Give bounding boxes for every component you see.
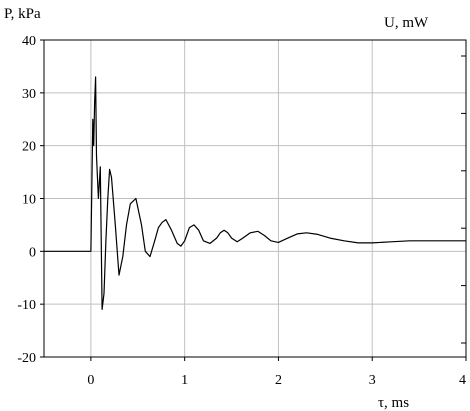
x-tick-label: 3 <box>369 373 376 388</box>
x-tick-label: 4 <box>459 373 466 388</box>
y-axis-label-right: U, mW <box>384 15 429 31</box>
y-tick-label: 20 <box>22 140 36 155</box>
x-axis-label: τ, ms <box>378 395 409 411</box>
y-axis-label-left: P, kPa <box>4 6 41 22</box>
grid-lines <box>44 40 466 357</box>
y-axis-ticks: -20 -10 0 10 20 30 40 <box>17 34 44 366</box>
series-line <box>44 76 466 310</box>
y-tick-label: 10 <box>22 193 36 208</box>
x-tick-label: 0 <box>87 373 94 388</box>
y-tick-label: -10 <box>17 298 36 313</box>
y-tick-label: 0 <box>29 245 36 260</box>
y-tick-label: -20 <box>17 351 36 366</box>
x-tick-label: 1 <box>181 373 188 388</box>
y-tick-label: 40 <box>22 34 36 49</box>
x-tick-label: 2 <box>275 373 282 388</box>
y-tick-label: 30 <box>22 87 36 102</box>
right-axis-ticks <box>461 55 466 344</box>
x-axis-ticks: 0 1 2 3 4 <box>87 357 467 388</box>
